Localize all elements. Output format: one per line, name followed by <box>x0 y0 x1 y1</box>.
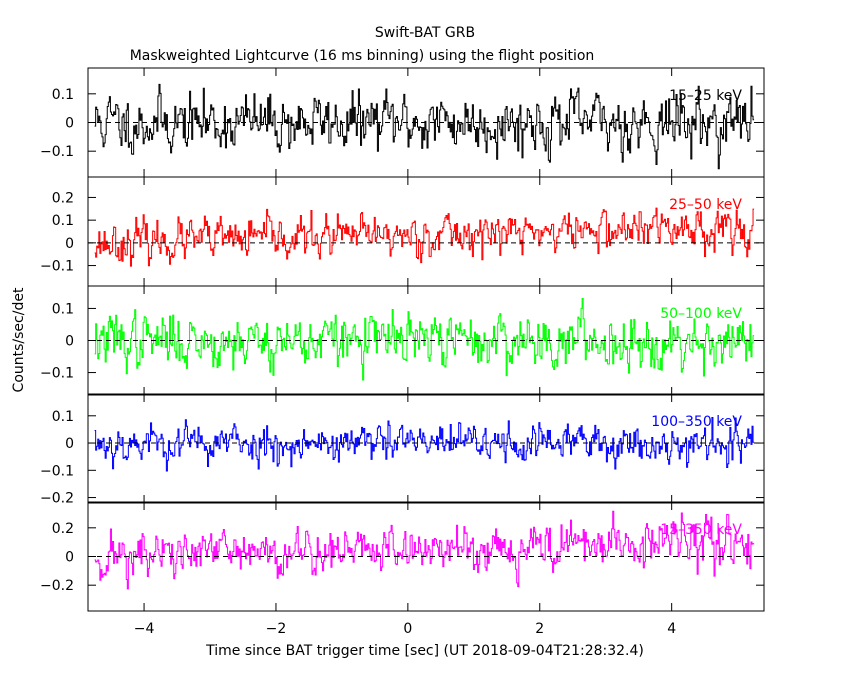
y-tick-label: 0.2 <box>52 190 74 206</box>
y-tick-label: −0.1 <box>40 259 74 275</box>
y-tick-label: −0.1 <box>40 463 74 479</box>
x-tick-label: 2 <box>535 621 544 637</box>
y-tick-label: 0.1 <box>52 87 74 103</box>
legend-label-1: 15–25 keV <box>669 88 742 104</box>
y-tick-label: 0 <box>65 236 74 252</box>
y-tick-label: −0.2 <box>40 578 74 594</box>
legend-label-5: 15–350 keV <box>660 522 742 538</box>
y-axis-label: Counts/sec/det <box>11 287 27 392</box>
y-tick-label: −0.1 <box>40 366 74 382</box>
panel-2: −0.1 0 0.1 0.2 25–50 keV <box>40 176 765 287</box>
y-tick-label: 0.2 <box>52 521 74 537</box>
legend-label-3: 50–100 keV <box>660 306 742 322</box>
y-tick-label: 0.1 <box>52 301 74 317</box>
panel-3: −0.1 0 0.1 50–100 keV <box>40 285 765 396</box>
series-line-5 <box>94 510 755 590</box>
panel-1: −0.1 0 0.1 15–25 keV <box>40 67 765 178</box>
panel-frame <box>87 393 765 504</box>
y-tick-label: −0.1 <box>40 144 74 160</box>
y-tick-label: 0 <box>65 116 74 132</box>
panels-group: −0.100.1 15–25 keV−0.100.10.2 25–50 keV−0.… <box>40 67 765 637</box>
x-tick-label: −4 <box>134 621 155 637</box>
x-tick-label: 4 <box>667 621 676 637</box>
y-tick-label: 0 <box>65 550 74 566</box>
panel-4: −0.2 −0.1 0 0.1 100–350 keV <box>40 393 765 507</box>
panel-5: −0.2 0 0.2 15–350 keV <box>40 501 765 612</box>
series-line-3 <box>94 297 755 381</box>
chart-title: Swift-BAT GRB <box>375 25 475 41</box>
chart-subtitle: Maskweighted Lightcurve (16 ms binning) … <box>130 48 595 64</box>
x-tick-label: 0 <box>403 621 412 637</box>
series-line-2 <box>94 207 755 267</box>
y-tick-label: −0.2 <box>40 491 74 507</box>
y-tick-label: 0.1 <box>52 213 74 229</box>
x-tick-label: −2 <box>266 621 287 637</box>
series-line-4 <box>94 417 755 472</box>
x-axis-label: Time since BAT trigger time [sec] (UT 20… <box>205 643 644 659</box>
legend-label-4: 100–350 keV <box>651 414 742 430</box>
series-line-1 <box>94 83 755 170</box>
y-tick-label: 0 <box>65 436 74 452</box>
y-tick-label: 0.1 <box>52 409 74 425</box>
y-tick-label: 0 <box>65 334 74 350</box>
legend-label-2: 25–50 keV <box>669 197 742 213</box>
